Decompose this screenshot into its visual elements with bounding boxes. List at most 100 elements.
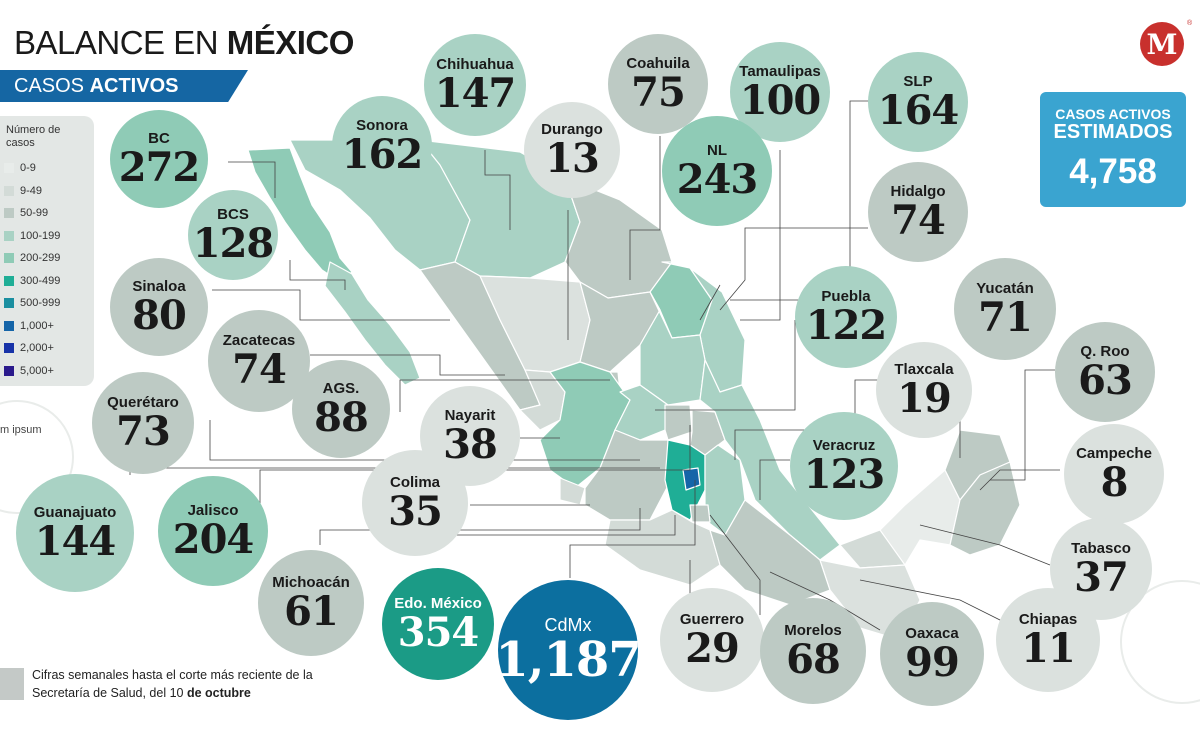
bubble-value: 1,187 (495, 632, 641, 688)
subtitle-banner: CASOS ACTIVOS (0, 70, 248, 102)
bubble-qroo: Q. Roo 63 (1055, 322, 1155, 422)
bubble-name: Chiapas (1018, 610, 1078, 628)
bubble-value: 164 (877, 86, 959, 134)
region-slp (639, 291, 706, 406)
bubble-chihuahua: Chihuahua 147 (424, 34, 526, 136)
legend-swatch (4, 298, 14, 308)
bubble-sonora: Sonora 162 (332, 96, 432, 196)
registered-mark: ® (1187, 20, 1193, 27)
bubble-value: 8 (1100, 458, 1129, 506)
bubble-nl: NL 243 (662, 116, 772, 226)
bubble-name: Tamaulipas (739, 62, 821, 80)
title-bold: MÉXICO (226, 24, 355, 61)
bubble-cdmx: CdMx 1,187 (495, 580, 642, 720)
legend-item: 500-999 (4, 297, 60, 309)
legend-swatch (4, 185, 14, 196)
bubble-edomex: Edo. México 354 (382, 568, 494, 680)
bubble-puebla: Puebla 122 (795, 266, 897, 368)
legend-label: 1,000+ (20, 319, 54, 332)
estimated-active-cases-box: CASOS ACTIVOS ESTIMADOS 4,758 (1040, 92, 1186, 207)
region-michoacan (584, 429, 673, 521)
bubble-value: 147 (434, 69, 516, 117)
bubble-name: Querétaro (107, 393, 179, 411)
bubble-value: 29 (685, 624, 740, 672)
bubble-name: BCS (217, 205, 249, 223)
bubble-value: 13 (545, 134, 600, 182)
bubble-name: Edo. México (394, 594, 482, 612)
region-qroo (949, 461, 1021, 556)
legend-label: 300-499 (20, 274, 61, 287)
bubble-name: Puebla (821, 287, 871, 305)
bubble-value: 37 (1074, 553, 1129, 601)
footer-line1: Cifras semanales hasta el corte más reci… (32, 668, 313, 682)
legend: Número de casos 0-9 9-49 50-99 100-199 200-2… (0, 116, 94, 386)
bubble-value: 61 (284, 587, 339, 635)
legend-swatch (4, 275, 14, 286)
bubble-value: 99 (905, 638, 960, 686)
bubble-name: Chihuahua (436, 55, 514, 73)
bubble-name: SLP (903, 72, 933, 90)
legend-swatch (4, 253, 14, 263)
legend-label: 500-999 (20, 297, 61, 309)
bubble-name: Colima (389, 473, 440, 491)
page-title: BALANCE EN MÉXICO (14, 24, 354, 62)
bubble-value: 35 (388, 487, 443, 535)
bubble-name: Guanajuato (33, 503, 117, 521)
bubble-value: 74 (891, 196, 946, 244)
legend-label: 200-299 (20, 252, 61, 264)
milenio-logo: M (1140, 22, 1184, 66)
title-light: BALANCE EN (14, 24, 227, 61)
legend-swatch (4, 343, 14, 353)
bubble-name: Sonora (356, 116, 408, 134)
bubble-value: 19 (897, 374, 952, 422)
legend-item: 50-99 (4, 207, 48, 219)
region-bcs (324, 261, 421, 386)
bubble-colima: Colima 35 (362, 450, 468, 556)
bubble-bcs: BCS 128 (188, 190, 278, 280)
legend-label: 5,000+ (20, 364, 54, 377)
bubble-value: 122 (805, 301, 887, 349)
bubble-name: Sinaloa (132, 277, 186, 295)
legend-item: 300-499 (4, 275, 60, 287)
bubble-name: Q. Roo (1080, 342, 1130, 360)
bubble-name: Guerrero (679, 610, 745, 628)
bubble-value: 123 (803, 450, 885, 498)
bubble-value: 204 (172, 515, 254, 563)
bubble-name: Jalisco (187, 501, 239, 519)
bubble-name: AGS. (322, 379, 360, 397)
bubble-morelos: Morelos 68 (760, 598, 866, 704)
estimate-line1: CASOS ACTIVOS (1055, 106, 1171, 122)
bubble-chiapas: Chiapas 11 (996, 588, 1100, 692)
legend-item: 1,000+ (4, 320, 54, 332)
bubble-name: Tabasco (1071, 539, 1131, 557)
legend-item: 200-299 (4, 252, 60, 264)
legend-swatch (4, 320, 14, 331)
bubble-name: Tlaxcala (894, 360, 954, 378)
legend-swatch (4, 365, 14, 376)
bubble-name: Nayarit (444, 406, 496, 424)
subtitle-light: CASOS (14, 75, 90, 97)
bubble-campeche: Campeche 8 (1064, 424, 1164, 524)
bubble-guanajuato: Guanajuato 144 (16, 474, 134, 592)
bubble-value: 243 (676, 155, 758, 203)
bubble-bc: BC 272 (110, 110, 208, 208)
region-cdmx (682, 467, 701, 491)
bubble-name: Hidalgo (890, 182, 946, 200)
bubble-value: 38 (443, 420, 498, 468)
legend-label: 100-199 (20, 229, 61, 242)
lorem-text: m ipsum (0, 424, 42, 436)
bubble-value: 128 (192, 219, 274, 267)
bubble-tabasco: Tabasco 37 (1050, 518, 1152, 620)
legend-swatch (4, 230, 14, 241)
legend-item: 100-199 (4, 230, 60, 242)
bubble-guerrero: Guerrero 29 (660, 588, 764, 692)
footer-line2-bold: de octubre (186, 686, 251, 700)
bubble-name: Veracruz (812, 436, 876, 454)
region-morelos (689, 504, 711, 523)
bubble-tlaxcala: Tlaxcala 19 (876, 342, 972, 438)
footer-note: Cifras semanales hasta el corte más reci… (32, 666, 313, 702)
bubble-coahuila: Coahuila 75 (608, 34, 708, 134)
bubble-name: Campeche (1076, 444, 1152, 462)
bubble-queretaro: Querétaro 73 (92, 372, 194, 474)
bubble-tamaulipas: Tamaulipas 100 (730, 42, 830, 142)
